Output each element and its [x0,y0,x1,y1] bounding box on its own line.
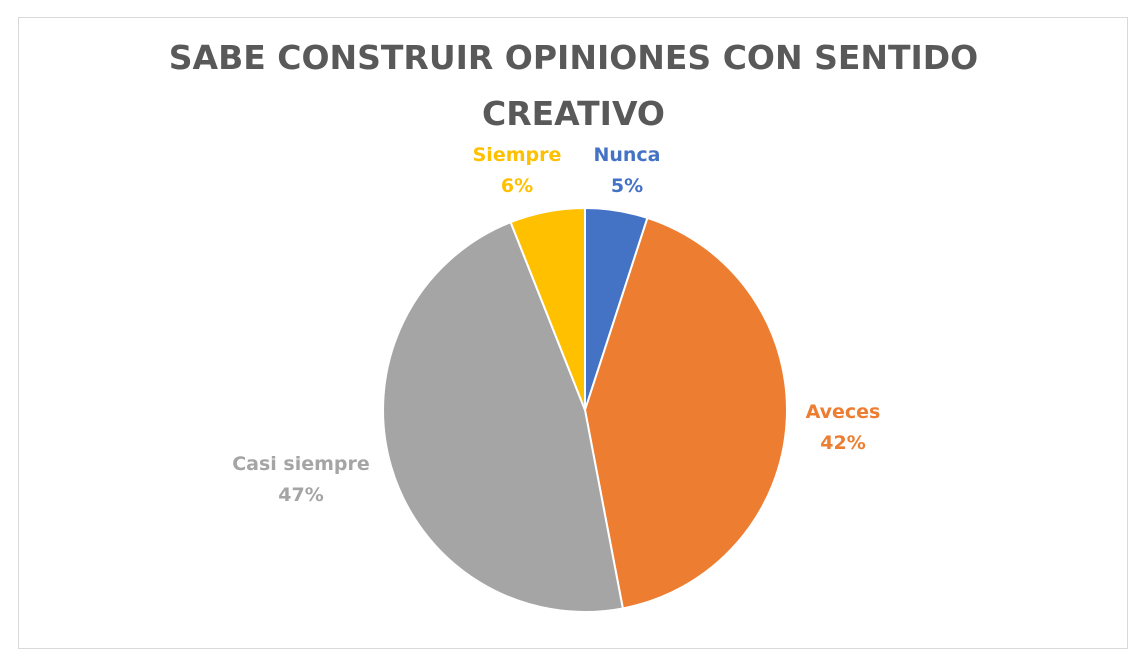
slice-label-name-casi-siempre: Casi siempre [232,453,370,475]
chart-title-line-2: CREATIVO [482,94,665,133]
pie-slice-aveces [583,216,788,610]
pie-slices [382,206,788,613]
pie-slice-siempre [509,206,586,411]
slice-label-value-casi-siempre: 47% [278,484,323,506]
slice-label-name-aveces: Aveces [806,401,881,423]
slice-label-value-siempre: 6% [501,175,533,197]
pie-labels: Nunca 5% Aveces 42% Casi siempre 47% Siempre 6% [232,144,880,506]
slice-label-name-nunca: Nunca [593,144,660,166]
pie-slice-casi-siempre [382,220,625,613]
slice-label-value-nunca: 5% [611,175,643,197]
slice-label-value-aveces: 42% [820,432,865,454]
chart-title-line-1: SABE CONSTRUIR OPINIONES CON SENTIDO [168,38,979,77]
slice-label-name-siempre: Siempre [473,144,562,166]
chart-title: SABE CONSTRUIR OPINIONES CON SENTIDO CRE… [0,30,1147,142]
